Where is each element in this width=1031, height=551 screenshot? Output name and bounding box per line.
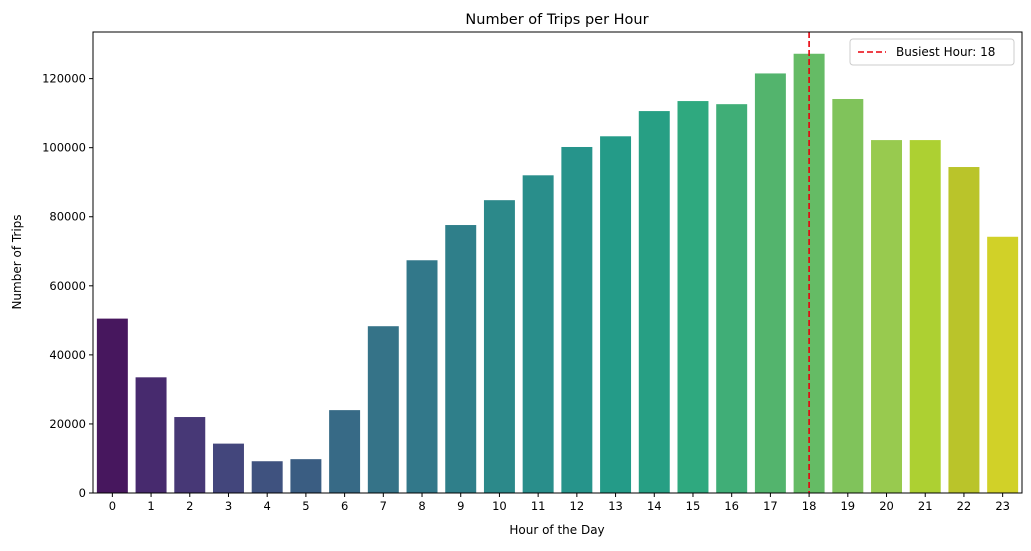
x-tick-label: 19	[840, 499, 855, 513]
x-tick-label: 14	[647, 499, 662, 513]
x-tick-label: 10	[492, 499, 507, 513]
x-tick-label: 23	[995, 499, 1010, 513]
x-tick-label: 3	[225, 499, 232, 513]
x-tick-label: 8	[418, 499, 425, 513]
y-tick-label: 80000	[49, 210, 86, 224]
legend-box	[849, 38, 1015, 66]
x-tick-label: 16	[724, 499, 739, 513]
bar-hour-11	[522, 175, 554, 493]
bar-hour-19	[832, 98, 864, 493]
plot-frame	[92, 31, 1023, 494]
x-tick-label: 5	[302, 499, 309, 513]
x-tick-label: 17	[763, 499, 778, 513]
x-tick-label: 4	[264, 499, 271, 513]
x-tick-label: 12	[570, 499, 585, 513]
bar-hour-5	[290, 459, 322, 493]
bar-hour-9	[445, 225, 477, 493]
bar-hour-21	[909, 140, 941, 493]
y-tick-label: 100000	[42, 141, 86, 155]
x-tick-label: 11	[531, 499, 546, 513]
bar-hour-18	[793, 53, 825, 493]
y-tick-label: 120000	[42, 72, 86, 86]
bar-hour-10	[483, 200, 515, 493]
bar-hour-15	[677, 101, 709, 494]
x-tick-label: 15	[686, 499, 701, 513]
x-tick-label: 9	[457, 499, 464, 513]
bar-hour-0	[96, 318, 128, 493]
bar-hour-13	[600, 136, 632, 494]
y-tick-label: 20000	[49, 417, 86, 431]
bar-hour-8	[406, 260, 438, 493]
x-tick-label: 7	[380, 499, 387, 513]
y-axis-label: Number of Trips	[10, 214, 24, 309]
x-axis: 0 1 2 3 4 5 6 7 8 9 10 11 12 13 14 15 16 17 18 19 20 21 22 23	[109, 493, 1010, 513]
y-axis: 0 20000 40000 60000 80000 100000 120000	[42, 72, 93, 500]
bar-hour-14	[638, 111, 670, 493]
x-tick-label: 21	[918, 499, 933, 513]
x-tick-label: 13	[608, 499, 623, 513]
x-axis-label: Hour of the Day	[509, 523, 604, 537]
bar-hour-12	[561, 146, 593, 493]
bar-hour-20	[871, 140, 903, 493]
bar-hour-23	[987, 236, 1019, 493]
x-tick-label: 2	[186, 499, 193, 513]
bars-group	[96, 53, 1019, 494]
bar-hour-1	[135, 377, 167, 493]
bar-hour-2	[174, 417, 206, 493]
legend-entry-label: Busiest Hour: 18	[896, 45, 995, 59]
x-tick-label: 6	[341, 499, 348, 513]
x-tick-label: 0	[109, 499, 116, 513]
bar-hour-3	[212, 443, 244, 493]
y-tick-label: 60000	[49, 279, 86, 293]
y-tick-label: 40000	[49, 348, 86, 362]
y-tick-label: 0	[79, 486, 86, 500]
x-tick-label: 18	[802, 499, 817, 513]
x-tick-label: 22	[957, 499, 972, 513]
bar-hour-22	[948, 167, 980, 493]
x-tick-label: 20	[879, 499, 894, 513]
x-tick-label: 1	[147, 499, 154, 513]
legend: Busiest Hour: 18	[849, 38, 1015, 66]
bar-hour-6	[329, 410, 361, 493]
bar-hour-16	[716, 104, 748, 493]
bar-hour-7	[367, 326, 399, 493]
bar-hour-4	[251, 461, 283, 493]
bar-hour-17	[754, 73, 786, 493]
chart-title: Number of Trips per Hour	[465, 12, 648, 28]
